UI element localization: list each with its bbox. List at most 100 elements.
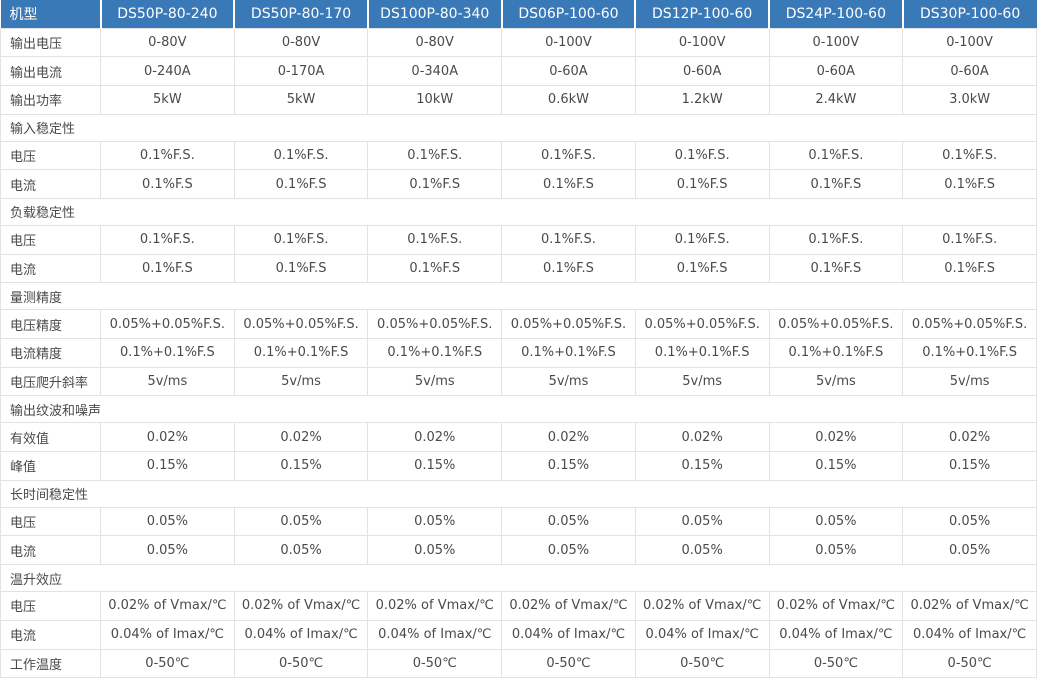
spec-value: 0.05% xyxy=(233,506,369,537)
table-row: 有效值 0.02% 0.02% 0.02% 0.02% 0.02% 0.02% 0.02% xyxy=(0,422,1037,453)
model-column-header: DS24P-100-60 xyxy=(768,0,903,28)
spec-value: 5v/ms xyxy=(902,366,1037,397)
model-column-header: DS100P-80-340 xyxy=(366,0,502,28)
spec-value: 0.05%+0.05%F.S. xyxy=(100,309,235,339)
spec-value: 0-80V xyxy=(100,27,235,58)
spec-value: 0.05%+0.05%F.S. xyxy=(367,309,503,339)
spec-value: 0.1%F.S xyxy=(100,253,235,284)
row-label: 输出功率 xyxy=(0,84,101,115)
spec-value: 0.1%+0.1%F.S xyxy=(634,338,770,368)
model-column-header: DS06P-100-60 xyxy=(500,0,636,28)
spec-value: 0.02% of Vmax/℃ xyxy=(233,591,369,621)
row-label: 峰值 xyxy=(0,451,101,481)
spec-value: 0.1%+0.1%F.S xyxy=(902,338,1037,368)
spec-value: 0.1%F.S xyxy=(768,169,904,199)
spec-value: 0.02% of Vmax/℃ xyxy=(367,591,503,621)
spec-value: 0.02% xyxy=(501,422,636,453)
spec-value: 0-60A xyxy=(634,56,770,86)
spec-value: 0.1%F.S. xyxy=(768,140,904,171)
spec-value: 0.1%F.S xyxy=(634,169,770,199)
spec-value: 0.1%F.S xyxy=(902,253,1037,284)
row-label: 电流 xyxy=(0,253,101,284)
spec-value: 0.1%+0.1%F.S xyxy=(501,338,636,368)
section-row: 量测精度 xyxy=(0,282,1037,311)
spec-value: 0.1%F.S. xyxy=(100,224,235,255)
model-column-header: DS50P-80-240 xyxy=(99,0,235,28)
spec-value: 0-50℃ xyxy=(100,648,235,679)
header-row: 机型 DS50P-80-240 DS50P-80-170 DS100P-80-340… xyxy=(0,0,1037,28)
row-label: 电流 xyxy=(0,535,101,566)
table-row: 电流 0.05% 0.05% 0.05% 0.05% 0.05% 0.05% 0.05% xyxy=(0,535,1037,566)
spec-value: 0.1%F.S. xyxy=(233,140,369,171)
spec-value: 3.0kW xyxy=(902,84,1037,115)
spec-value: 0.1%+0.1%F.S xyxy=(768,338,904,368)
spec-value: 0.05%+0.05%F.S. xyxy=(233,309,369,339)
table-row: 电流 0.1%F.S 0.1%F.S 0.1%F.S 0.1%F.S 0.1%F.S 0.1… xyxy=(0,169,1037,199)
spec-value: 0.05% xyxy=(902,506,1037,537)
spec-value: 0.1%F.S. xyxy=(902,224,1037,255)
spec-table-header: 机型 DS50P-80-240 DS50P-80-170 DS100P-80-340… xyxy=(0,0,1037,28)
table-row: 电压 0.1%F.S. 0.1%F.S. 0.1%F.S. 0.1%F.S. 0.1%F.… xyxy=(0,224,1037,255)
spec-value: 0.1%F.S. xyxy=(233,224,369,255)
spec-value: 5v/ms xyxy=(100,366,235,397)
row-label: 电压 xyxy=(0,224,101,255)
row-label: 输出电流 xyxy=(0,56,101,86)
section-title: 长时间稳定性 xyxy=(0,479,1037,508)
spec-value: 0-50℃ xyxy=(367,648,503,679)
spec-value: 0-100V xyxy=(768,27,904,58)
table-row: 电流精度 0.1%+0.1%F.S 0.1%+0.1%F.S 0.1%+0.1%F.S… xyxy=(0,338,1037,368)
spec-value: 5v/ms xyxy=(501,366,636,397)
section-title: 量测精度 xyxy=(0,282,1037,311)
spec-value: 0.1%F.S xyxy=(367,169,503,199)
table-row: 电流 0.04% of Imax/℃ 0.04% of Imax/℃ 0.04% of… xyxy=(0,619,1037,650)
spec-value: 0.04% of Imax/℃ xyxy=(768,619,904,650)
spec-value: 0.1%F.S. xyxy=(634,140,770,171)
spec-value: 0-100V xyxy=(902,27,1037,58)
spec-value: 0.1%F.S xyxy=(768,253,904,284)
spec-value: 0.04% of Imax/℃ xyxy=(100,619,235,650)
table-row: 输出功率 5kW 5kW 10kW 0.6kW 1.2kW 2.4kW 3.0kW xyxy=(0,84,1037,115)
spec-value: 0-100V xyxy=(634,27,770,58)
spec-value: 5kW xyxy=(100,84,235,115)
spec-value: 0.05% xyxy=(768,535,904,566)
spec-value: 0.05% xyxy=(233,535,369,566)
spec-value: 5v/ms xyxy=(367,366,503,397)
spec-value: 0.02% of Vmax/℃ xyxy=(902,591,1037,621)
spec-value: 0.05%+0.05%F.S. xyxy=(902,309,1037,339)
spec-value: 0-100V xyxy=(501,27,636,58)
row-label: 电压 xyxy=(0,140,101,171)
spec-value: 0.1%F.S xyxy=(233,253,369,284)
spec-value: 0.04% of Imax/℃ xyxy=(634,619,770,650)
spec-value: 0.02% xyxy=(233,422,369,453)
spec-value: 0.1%F.S. xyxy=(501,224,636,255)
table-row: 电压 0.1%F.S. 0.1%F.S. 0.1%F.S. 0.1%F.S. 0.1%F.… xyxy=(0,140,1037,171)
spec-value: 0.05% xyxy=(768,506,904,537)
spec-value: 0-80V xyxy=(233,27,369,58)
row-label: 有效值 xyxy=(0,422,101,453)
table-row: 电压 0.05% 0.05% 0.05% 0.05% 0.05% 0.05% 0.05% xyxy=(0,506,1037,537)
spec-value: 0-60A xyxy=(501,56,636,86)
spec-value: 0.1%F.S. xyxy=(367,224,503,255)
spec-value: 0.05% xyxy=(902,535,1037,566)
spec-value: 0.1%+0.1%F.S xyxy=(367,338,503,368)
spec-value: 5kW xyxy=(233,84,369,115)
row-label: 电压爬升斜率 xyxy=(0,366,101,397)
row-label: 电压 xyxy=(0,591,101,621)
spec-value: 0.1%F.S. xyxy=(367,140,503,171)
spec-value: 0.02% xyxy=(100,422,235,453)
spec-value: 0.04% of Imax/℃ xyxy=(367,619,503,650)
table-row: 工作温度 0-50℃ 0-50℃ 0-50℃ 0-50℃ 0-50℃ 0-50℃ 0-50℃ xyxy=(0,648,1037,679)
spec-value: 0.1%F.S xyxy=(902,169,1037,199)
spec-value: 10kW xyxy=(367,84,503,115)
spec-value: 0-240A xyxy=(100,56,235,86)
spec-value: 0.02% xyxy=(768,422,904,453)
spec-value: 0-50℃ xyxy=(902,648,1037,679)
spec-value: 0.1%F.S. xyxy=(902,140,1037,171)
spec-value: 0.05% xyxy=(100,506,235,537)
row-label: 电压精度 xyxy=(0,309,101,339)
model-column-header: DS50P-80-170 xyxy=(233,0,368,28)
spec-value: 0.05% xyxy=(367,506,503,537)
spec-value: 0.02% xyxy=(902,422,1037,453)
table-row: 输出电流 0-240A 0-170A 0-340A 0-60A 0-60A 0-60A 0-6… xyxy=(0,56,1037,86)
